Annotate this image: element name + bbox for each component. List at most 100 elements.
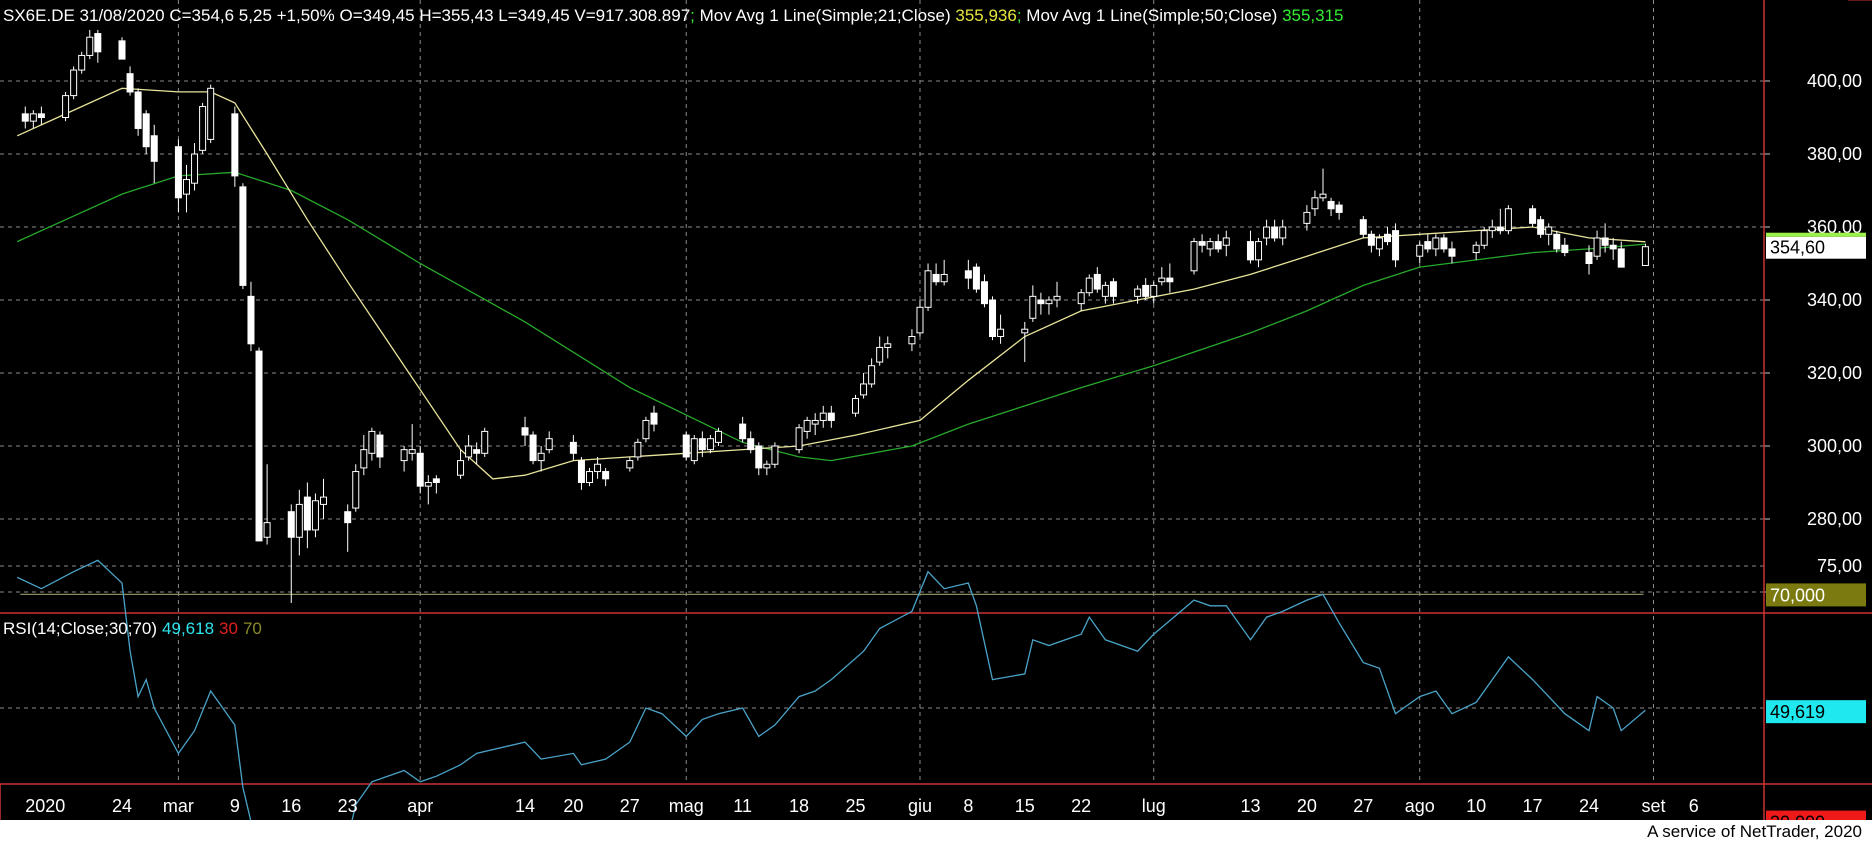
candle: [1392, 223, 1400, 268]
rsi-current-tag-box: [1766, 700, 1866, 724]
candle: [1303, 205, 1311, 231]
candle: [1255, 237, 1263, 268]
candle: [263, 464, 271, 545]
price-axis-tick-label: 300,00: [1807, 436, 1862, 456]
candle-body-down: [739, 423, 747, 440]
candle-body-down: [287, 511, 295, 538]
candle-body-up: [1021, 328, 1029, 334]
candle-body-up: [1101, 284, 1109, 297]
candle: [320, 478, 328, 519]
candle: [811, 413, 819, 436]
candle-body-down: [126, 73, 134, 93]
candle-body-down: [1585, 252, 1593, 265]
candle: [1327, 197, 1335, 217]
candle-body-down: [142, 113, 150, 148]
candle-body-up: [916, 306, 924, 334]
time-axis-label: 2020: [25, 796, 65, 816]
candle: [303, 482, 311, 549]
candle-body-up: [908, 336, 916, 345]
candle-body-up: [1150, 284, 1158, 297]
candle-body-up: [642, 419, 650, 440]
candle: [432, 475, 440, 494]
price-axis-tick-label: 280,00: [1807, 509, 1862, 529]
candle: [424, 475, 432, 505]
candle: [416, 446, 424, 494]
candle-body-down: [1367, 233, 1375, 246]
candle: [1585, 245, 1593, 275]
candle-body-down: [1448, 248, 1456, 257]
candle-body-up: [408, 449, 416, 454]
candle: [1101, 281, 1109, 304]
price-axis-tick-label: 340,00: [1807, 290, 1862, 310]
price-header: SX6E.DE 31/08/2020 C=354,6 5,25 +1,50% O…: [3, 6, 1344, 25]
candles-layer: [21, 29, 1649, 603]
candle: [150, 124, 158, 184]
rsi-current-tag-text: 49,619: [1770, 702, 1825, 722]
candle-body-up: [714, 430, 722, 443]
candle: [1553, 230, 1561, 253]
ma21-header-label: Mov Avg 1 Line(Simple;21;Close): [695, 6, 955, 25]
time-axis-label: 16: [281, 796, 301, 816]
candle: [247, 281, 255, 352]
candle-body-up: [1504, 208, 1512, 232]
candle-body-up: [1206, 241, 1214, 250]
candle: [682, 431, 690, 461]
candle-body-up: [1375, 237, 1383, 250]
candle-body-down: [602, 471, 610, 480]
time-axis-label: mar: [163, 796, 194, 816]
header-separator: ;: [690, 6, 695, 25]
candle-body-up: [940, 273, 948, 283]
candle-body-down: [1214, 241, 1222, 250]
time-axis-label: 23: [338, 796, 358, 816]
candle: [706, 435, 714, 454]
candle: [231, 106, 239, 187]
time-axis-label: 11: [733, 796, 752, 816]
candle: [400, 446, 408, 472]
candle-body-down: [827, 412, 835, 421]
candle: [191, 143, 199, 191]
candle: [1206, 237, 1214, 257]
candle-body-up: [311, 500, 319, 531]
rsi-header-high: 70: [243, 619, 262, 638]
candle-body-up: [763, 463, 771, 469]
candle-body-down: [416, 452, 424, 487]
candle: [1529, 205, 1537, 227]
candle-body-down: [376, 434, 384, 458]
candle-body-up: [62, 95, 70, 118]
time-axis-label: 20: [563, 796, 583, 816]
candle-body-up: [457, 460, 465, 476]
candle-body-down: [1271, 226, 1279, 239]
candle-body-down: [303, 496, 311, 531]
candle: [940, 259, 948, 286]
candle-body-down: [94, 33, 102, 53]
candle: [1416, 241, 1424, 264]
candle: [924, 263, 932, 311]
candle: [1045, 296, 1053, 315]
time-axis-label: 10: [1466, 796, 1486, 816]
candle: [1537, 216, 1545, 238]
time-axis-label: 27: [620, 796, 640, 816]
candle-body-down: [247, 295, 255, 345]
candle: [972, 263, 980, 293]
candle: [545, 431, 553, 454]
rsi-header: RSI(14;Close;30;70) 49,618 30 70: [3, 619, 262, 638]
candle: [199, 102, 207, 154]
candle: [86, 29, 94, 60]
value-tags-layer: 354,60 70,000 49,619 30,000: [1766, 232, 1866, 834]
candle-body-down: [1109, 281, 1117, 297]
candle: [1561, 237, 1569, 257]
candle-body-up: [690, 438, 698, 462]
rsi-current-tag: 49,619: [1766, 700, 1866, 724]
candle-body-down: [37, 113, 45, 118]
candle: [1077, 289, 1085, 311]
candle-body-down: [134, 91, 142, 129]
candle-body-up: [424, 482, 432, 487]
candle-body-up: [1053, 295, 1061, 301]
candle-body-up: [29, 113, 37, 122]
candle: [1166, 263, 1174, 293]
candle-body-up: [1480, 230, 1488, 246]
candle: [1335, 201, 1343, 220]
rsi-header-low: 30: [219, 619, 238, 638]
